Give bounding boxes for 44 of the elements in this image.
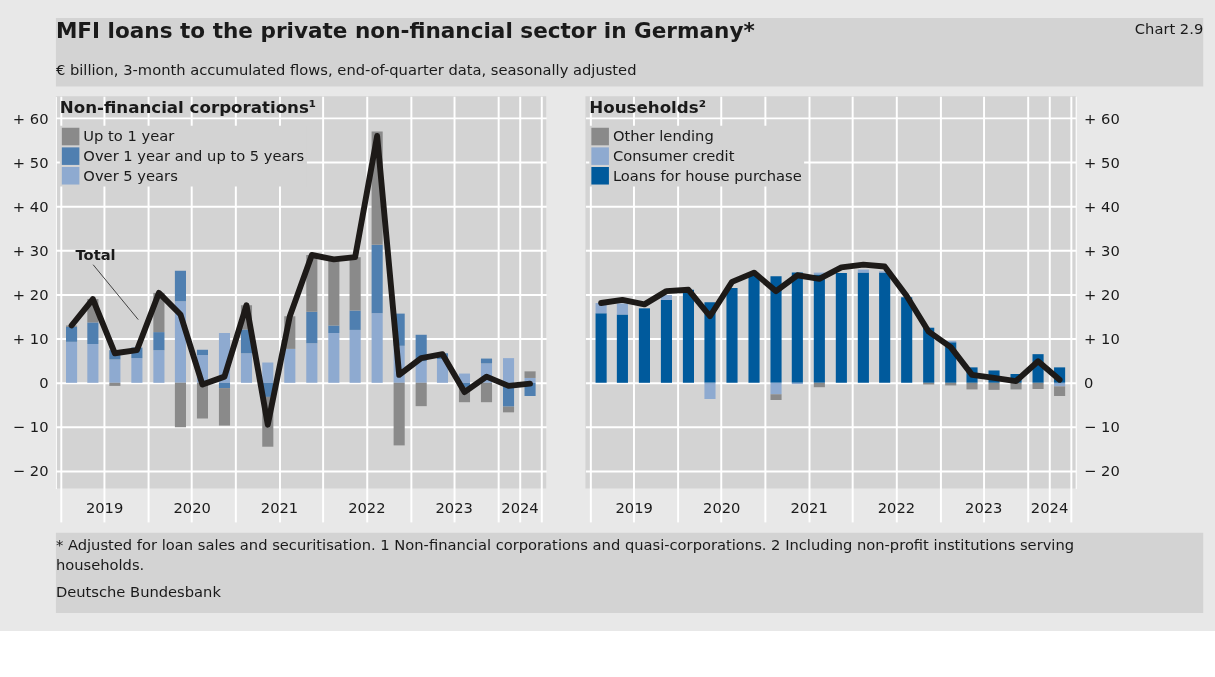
- y-tick-label: + 20: [12, 286, 49, 304]
- y-tick-label: + 10: [12, 330, 49, 348]
- chart-title: Households²: [589, 98, 706, 117]
- x-tick-label: 2024: [1030, 498, 1069, 516]
- y-tick-label: + 60: [12, 109, 49, 127]
- legend-label: Over 1 year and up to 5 years: [83, 147, 305, 165]
- y-tick-label: + 30: [12, 241, 49, 259]
- y-tick-label: + 40: [1084, 197, 1120, 215]
- y-tick-label: − 10: [1084, 418, 1120, 436]
- x-tick-label: 2023: [435, 498, 473, 516]
- x-tick-label: 2021: [260, 498, 299, 516]
- y-tick-label: + 10: [1084, 330, 1120, 348]
- x-tick-label: 2022: [877, 498, 916, 516]
- y-tick-label: + 40: [12, 197, 49, 215]
- y-tick-label: + 30: [1084, 241, 1120, 259]
- y-tick-label: + 20: [1084, 286, 1120, 304]
- y-tick-label: 0: [39, 374, 49, 392]
- caption: Chart 2.9: [1134, 19, 1204, 37]
- y-tick-label: − 20: [1084, 462, 1120, 480]
- legend-label: Over 5 years: [83, 166, 178, 184]
- text: * Adjusted for loan sales and securitisation. 1 Non-financial corporations and quasi-corporations. 2 Including non-profit institutions serving households.: [55, 536, 1075, 573]
- x-tick-label: 2019: [85, 498, 124, 516]
- text: Deutsche Bundesbank: [55, 583, 222, 601]
- legend-label: Up to 1 year: [83, 127, 176, 145]
- y-tick-label: + 50: [12, 153, 49, 171]
- chart-title: Non-financial corporations¹: [59, 98, 317, 117]
- y-tick-label: 0: [1084, 374, 1094, 392]
- x-tick-label: 2022: [348, 498, 386, 516]
- x-tick-label: 2024: [501, 498, 539, 516]
- text: Total: [75, 245, 116, 263]
- y-tick-label: − 20: [12, 462, 49, 480]
- legend-label: Loans for house purchase: [612, 166, 802, 184]
- x-tick-label: 2019: [615, 498, 653, 516]
- x-tick-label: 2020: [173, 498, 211, 516]
- y-tick-label: − 10: [12, 418, 49, 436]
- x-tick-label: 2020: [703, 498, 741, 516]
- x-tick-label: 2023: [965, 498, 1003, 516]
- text: € billion, 3-month accumulated flows, end-of-quarter data, seasonally adjusted: [55, 60, 637, 78]
- legend-label: Other lending: [612, 127, 714, 145]
- x-tick-label: 2021: [790, 498, 828, 516]
- y-tick-label: + 50: [1084, 153, 1120, 171]
- text: MFI loans to the private non-financial sector in Germany*: [55, 18, 755, 44]
- y-tick-label: + 60: [1084, 109, 1120, 127]
- legend-label: Consumer credit: [612, 147, 735, 165]
